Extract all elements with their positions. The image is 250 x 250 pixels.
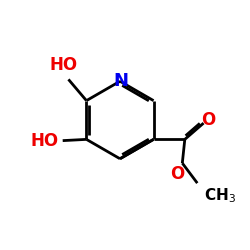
Text: O: O: [201, 111, 215, 129]
Text: O: O: [170, 165, 184, 183]
Text: HO: HO: [50, 56, 78, 74]
Text: CH$_3$: CH$_3$: [204, 186, 236, 205]
Text: N: N: [114, 72, 129, 90]
Text: HO: HO: [31, 132, 59, 150]
